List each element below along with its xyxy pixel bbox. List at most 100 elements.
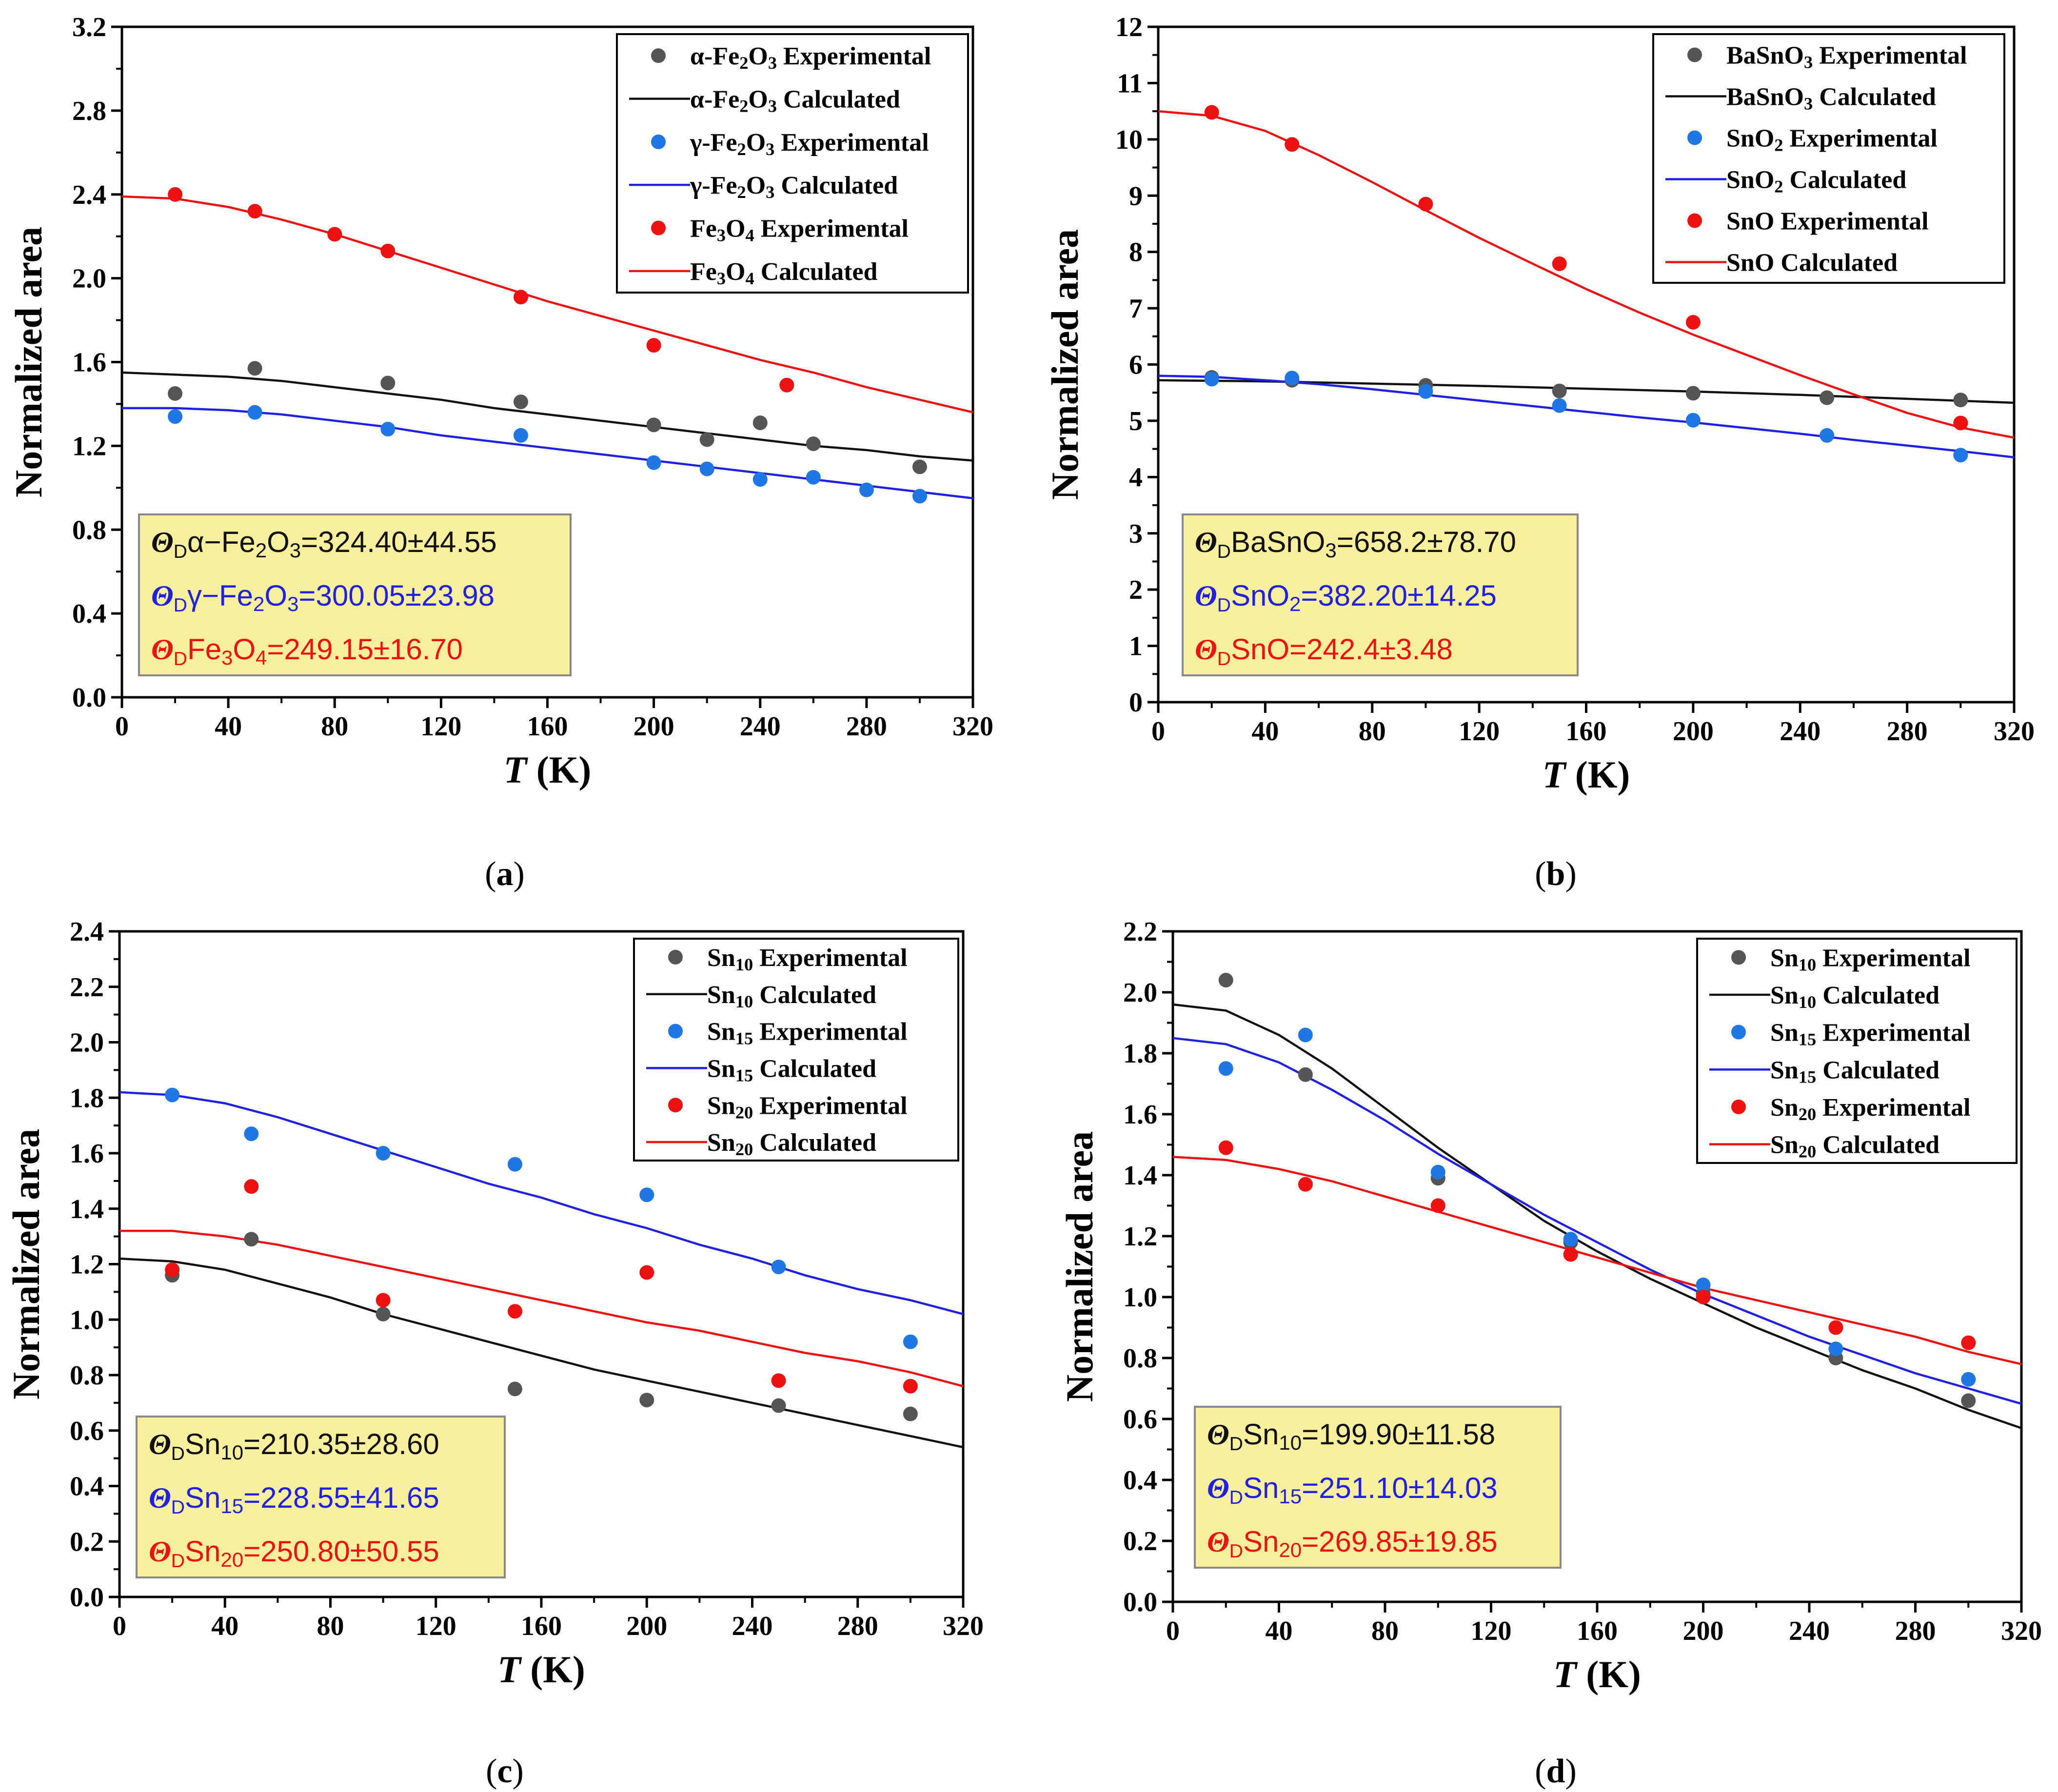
annotation-line: ΘDSn10=210.35±28.60 xyxy=(149,1428,439,1464)
subscript: 2 xyxy=(737,182,746,202)
text-span: =199.90±11.58 xyxy=(1302,1418,1495,1451)
text-span: =228.55±41.65 xyxy=(243,1481,439,1514)
text-span: γ−Fe xyxy=(187,579,253,612)
data-point xyxy=(1552,256,1567,271)
data-point xyxy=(1298,1027,1313,1043)
text-span: Experimental xyxy=(774,129,929,157)
y-tick-label: 0.2 xyxy=(1123,1526,1157,1556)
text-span: Sn xyxy=(707,1018,735,1046)
x-tick-label: 160 xyxy=(1566,716,1607,747)
panel-c: 0 40 80 120 160 200 240 280 320 0.0 0.2 0.4 0.6 0.8 1.… xyxy=(5,917,984,1790)
data-point xyxy=(1696,1278,1711,1292)
data-point xyxy=(507,1157,522,1172)
data-point xyxy=(507,1381,522,1397)
calculated-line xyxy=(1173,1156,2021,1365)
legend-entry: Fe3O4 Experimental xyxy=(690,215,909,245)
legend-entry: Sn10 Calculated xyxy=(707,981,876,1011)
calculated-line xyxy=(1158,110,2014,439)
text-span: =210.35±28.60 xyxy=(243,1428,439,1460)
legend-entry: α-Fe2O3 Experimental xyxy=(690,42,931,73)
text-span: Sn xyxy=(1243,1472,1279,1504)
legend-box xyxy=(616,33,969,294)
y-tick-label: 1.6 xyxy=(72,348,106,378)
legend-marker-swatch xyxy=(651,48,666,63)
x-axis-unit: (K) xyxy=(1586,1653,1641,1695)
text-span: =269.85±19.85 xyxy=(1302,1525,1498,1558)
text-span: =250.80±50.55 xyxy=(243,1535,439,1568)
text-span: Sn xyxy=(707,944,735,972)
theta-symbol: Θ xyxy=(1207,1418,1229,1451)
text-span: Sn xyxy=(185,1535,220,1568)
x-axis-label: T (K) xyxy=(504,748,592,791)
text-span: Fe xyxy=(690,215,717,243)
panel-a: 0 40 80 120 160 200 240 280 320 0.0 0.4 0.8 1.2 1.6 2.… xyxy=(7,12,993,893)
subscript: 20 xyxy=(735,1140,753,1159)
data-point xyxy=(912,489,927,504)
theta-symbol: Θ xyxy=(1195,526,1217,558)
x-axis-variable: T xyxy=(504,748,536,791)
data-point xyxy=(1298,1067,1313,1082)
y-tick-label: 1.4 xyxy=(70,1194,104,1224)
legend-marker-swatch xyxy=(668,1098,683,1113)
subscript: 2 xyxy=(737,139,746,159)
subscript: 10 xyxy=(1279,1431,1302,1454)
text-span: Sn xyxy=(1770,1056,1799,1084)
legend-entry: Sn10 Experimental xyxy=(1770,944,1971,974)
annotation-line: ΘDFe3O4=249.15±16.70 xyxy=(151,633,463,670)
theta-subscript: D xyxy=(1229,1541,1243,1562)
x-tick-label: 320 xyxy=(1994,716,2035,747)
text-span: O xyxy=(726,258,745,286)
legend-box xyxy=(633,938,959,1162)
data-point xyxy=(1685,315,1701,330)
subscript: 3 xyxy=(768,53,777,73)
x-tick-label: 200 xyxy=(633,711,674,742)
subscript: 2 xyxy=(739,97,748,116)
text-span: Experimental xyxy=(1783,125,1938,153)
subscript: 2 xyxy=(1774,136,1783,155)
x-axis-variable: T xyxy=(1543,753,1575,796)
panel-label-paren: ( xyxy=(1535,1753,1546,1790)
y-tick-label: 3 xyxy=(1129,519,1143,549)
panel-label-paren: ( xyxy=(485,855,496,893)
annotation-line: ΘDSn15=228.55±41.65 xyxy=(149,1481,439,1518)
text-span: Calculated xyxy=(1813,83,1936,111)
text-span: Calculated xyxy=(753,981,876,1009)
theta-subscript: D xyxy=(174,541,187,562)
subscript: 15 xyxy=(1279,1485,1302,1508)
text-span: Calculated xyxy=(1816,982,1939,1009)
text-span: Sn xyxy=(1770,1131,1799,1159)
calculated-line xyxy=(122,407,973,500)
data-point xyxy=(165,1262,180,1277)
plot-area xyxy=(1173,973,2021,1429)
theta-symbol: Θ xyxy=(1207,1472,1229,1504)
subscript: 2 xyxy=(739,53,748,73)
text-span: O xyxy=(726,215,745,243)
data-point xyxy=(1204,105,1219,120)
data-point xyxy=(752,415,768,431)
text-span: Sn xyxy=(1770,1019,1799,1047)
theta-subscript: D xyxy=(174,649,187,670)
subscript: 10 xyxy=(220,1441,243,1464)
legend-entry: γ-Fe2O3 Calculated xyxy=(690,172,898,202)
y-tick-label: 12 xyxy=(1115,12,1143,42)
annotation-box xyxy=(138,513,572,676)
legend-entry: Sn10 Calculated xyxy=(1770,982,1939,1012)
text-span: Experimental xyxy=(1816,944,1970,972)
y-tick-label: 0.2 xyxy=(70,1527,104,1557)
text-span: SnO xyxy=(1231,579,1289,612)
data-point xyxy=(168,386,183,401)
subscript: 20 xyxy=(220,1548,243,1571)
y-tick-label: 1.0 xyxy=(1123,1282,1157,1313)
data-point xyxy=(380,375,396,391)
subscript: 2 xyxy=(256,539,267,562)
data-point xyxy=(1218,1140,1233,1155)
legend-box xyxy=(1696,938,2018,1164)
y-axis-label: Normalized area xyxy=(1058,1131,1101,1402)
subscript: 4 xyxy=(746,226,754,245)
y-tick-label: 1.8 xyxy=(1123,1039,1157,1069)
data-point xyxy=(1828,1320,1843,1335)
data-point xyxy=(639,1187,654,1202)
annotation-line: ΘDBaSnO3=658.2±78.70 xyxy=(1195,526,1516,562)
